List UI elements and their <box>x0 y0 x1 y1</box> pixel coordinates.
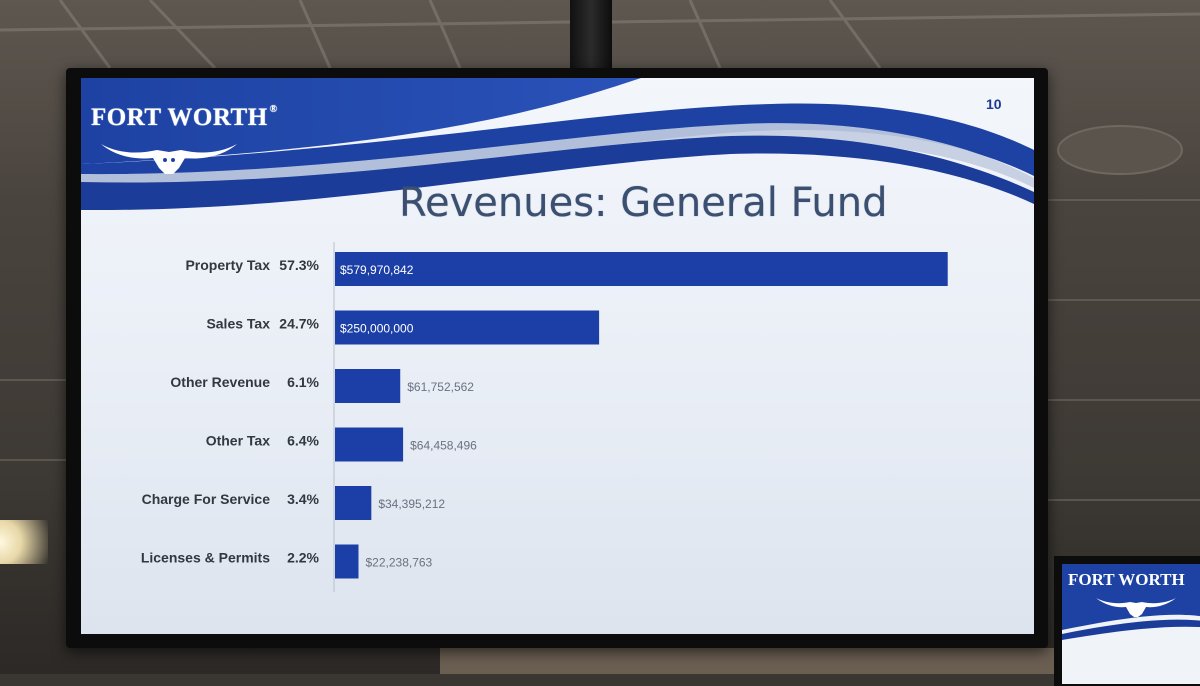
fort-worth-logo: FORT WORTH ® <box>91 104 277 176</box>
bar-3 <box>335 427 404 462</box>
category-label-0: Property Tax <box>185 257 270 273</box>
second-monitor-banner <box>1062 564 1200 640</box>
percent-label-0: 57.3% <box>279 257 319 273</box>
second-longhorn-icon <box>1096 598 1176 617</box>
revenue-bar-chart: Property Tax 57.3% $579,970,842 Sales Tax 24… <box>81 238 1034 634</box>
bar-1 <box>335 310 600 345</box>
chart-svg: Property Tax 57.3% $579,970,842 Sales Tax 24… <box>141 242 948 592</box>
bar-0 <box>335 252 948 286</box>
category-label-2: Other Revenue <box>170 374 270 390</box>
value-label-2: $61,752,562 <box>407 380 474 394</box>
value-label-5: $22,238,763 <box>365 556 432 570</box>
bar-2 <box>335 369 401 403</box>
value-label-0: $579,970,842 <box>340 263 414 277</box>
longhorn-icon <box>101 144 237 174</box>
category-label-4: Charge For Service <box>142 491 271 507</box>
percent-label-1: 24.7% <box>279 316 319 332</box>
category-label-1: Sales Tax <box>206 316 270 332</box>
percent-label-3: 6.4% <box>287 433 319 449</box>
logo-wordmark: FORT WORTH <box>91 104 268 131</box>
logo-registered-mark: ® <box>269 104 278 115</box>
percent-label-5: 2.2% <box>287 550 319 566</box>
percent-label-2: 6.1% <box>287 374 319 390</box>
category-label-5: Licenses & Permits <box>141 550 270 566</box>
bar-4 <box>335 486 372 520</box>
value-label-3: $64,458,496 <box>410 439 477 453</box>
value-label-1: $250,000,000 <box>340 322 414 336</box>
bar-5 <box>335 544 359 579</box>
slide-screen: FORT WORTH ® 10 Revenues: General Fund Pr… <box>81 78 1034 634</box>
slide-banner-wave <box>81 78 1034 211</box>
logo-text: FORT WORTH ® <box>91 104 277 132</box>
category-label-3: Other Tax <box>206 433 271 449</box>
slide-title: Revenues: General Fund <box>399 180 888 226</box>
slide-page-number: 10 <box>986 96 1002 112</box>
second-monitor-screen: FORT WORTH <box>1062 564 1200 684</box>
second-monitor-logo-text: FORT WORTH <box>1068 570 1185 589</box>
wall-light <box>0 520 48 564</box>
percent-label-4: 3.4% <box>287 491 319 507</box>
value-label-4: $34,395,212 <box>378 497 445 511</box>
